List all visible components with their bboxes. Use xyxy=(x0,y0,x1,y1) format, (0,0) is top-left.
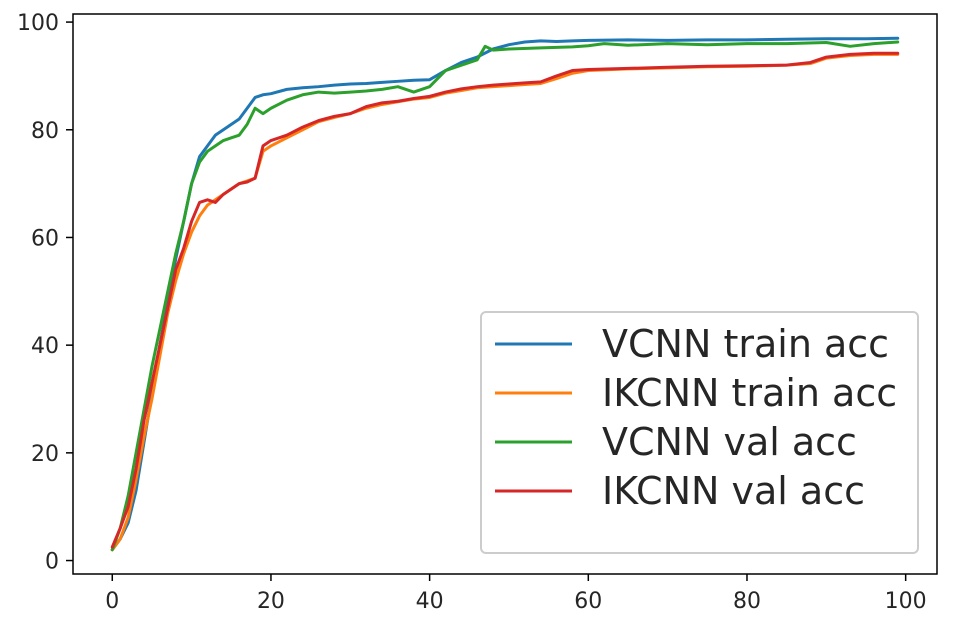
legend-label: VCNN train acc xyxy=(602,322,889,366)
y-tick-label: 100 xyxy=(17,11,59,36)
legend-label: VCNN val acc xyxy=(602,420,857,464)
legend-box xyxy=(480,311,919,554)
x-tick-label: 80 xyxy=(733,589,761,614)
x-tick-label: 60 xyxy=(574,589,602,614)
series-line-vcnn-val-acc xyxy=(110,40,900,552)
x-tick-label: 0 xyxy=(105,589,119,614)
y-tick-label: 0 xyxy=(45,550,59,575)
y-tick-label: 40 xyxy=(31,334,59,359)
x-tick-label: 40 xyxy=(416,589,444,614)
y-axis: 0 20 40 60 80 100 xyxy=(17,11,73,575)
x-tick-label: 20 xyxy=(257,589,285,614)
legend: VCNN train acc IKCNN train acc VCNN val ac… xyxy=(480,311,919,554)
x-axis: 0 20 40 60 80 100 xyxy=(105,574,927,614)
legend-label: IKCNN train acc xyxy=(602,371,897,415)
y-tick-label: 60 xyxy=(31,226,59,251)
y-tick-label: 80 xyxy=(31,119,59,144)
series-line-ikcnn-val-acc xyxy=(110,51,900,549)
series-layer xyxy=(110,36,900,552)
y-tick-label: 20 xyxy=(31,442,59,467)
legend-label: IKCNN val acc xyxy=(602,469,865,513)
x-tick-label: 100 xyxy=(885,589,927,614)
